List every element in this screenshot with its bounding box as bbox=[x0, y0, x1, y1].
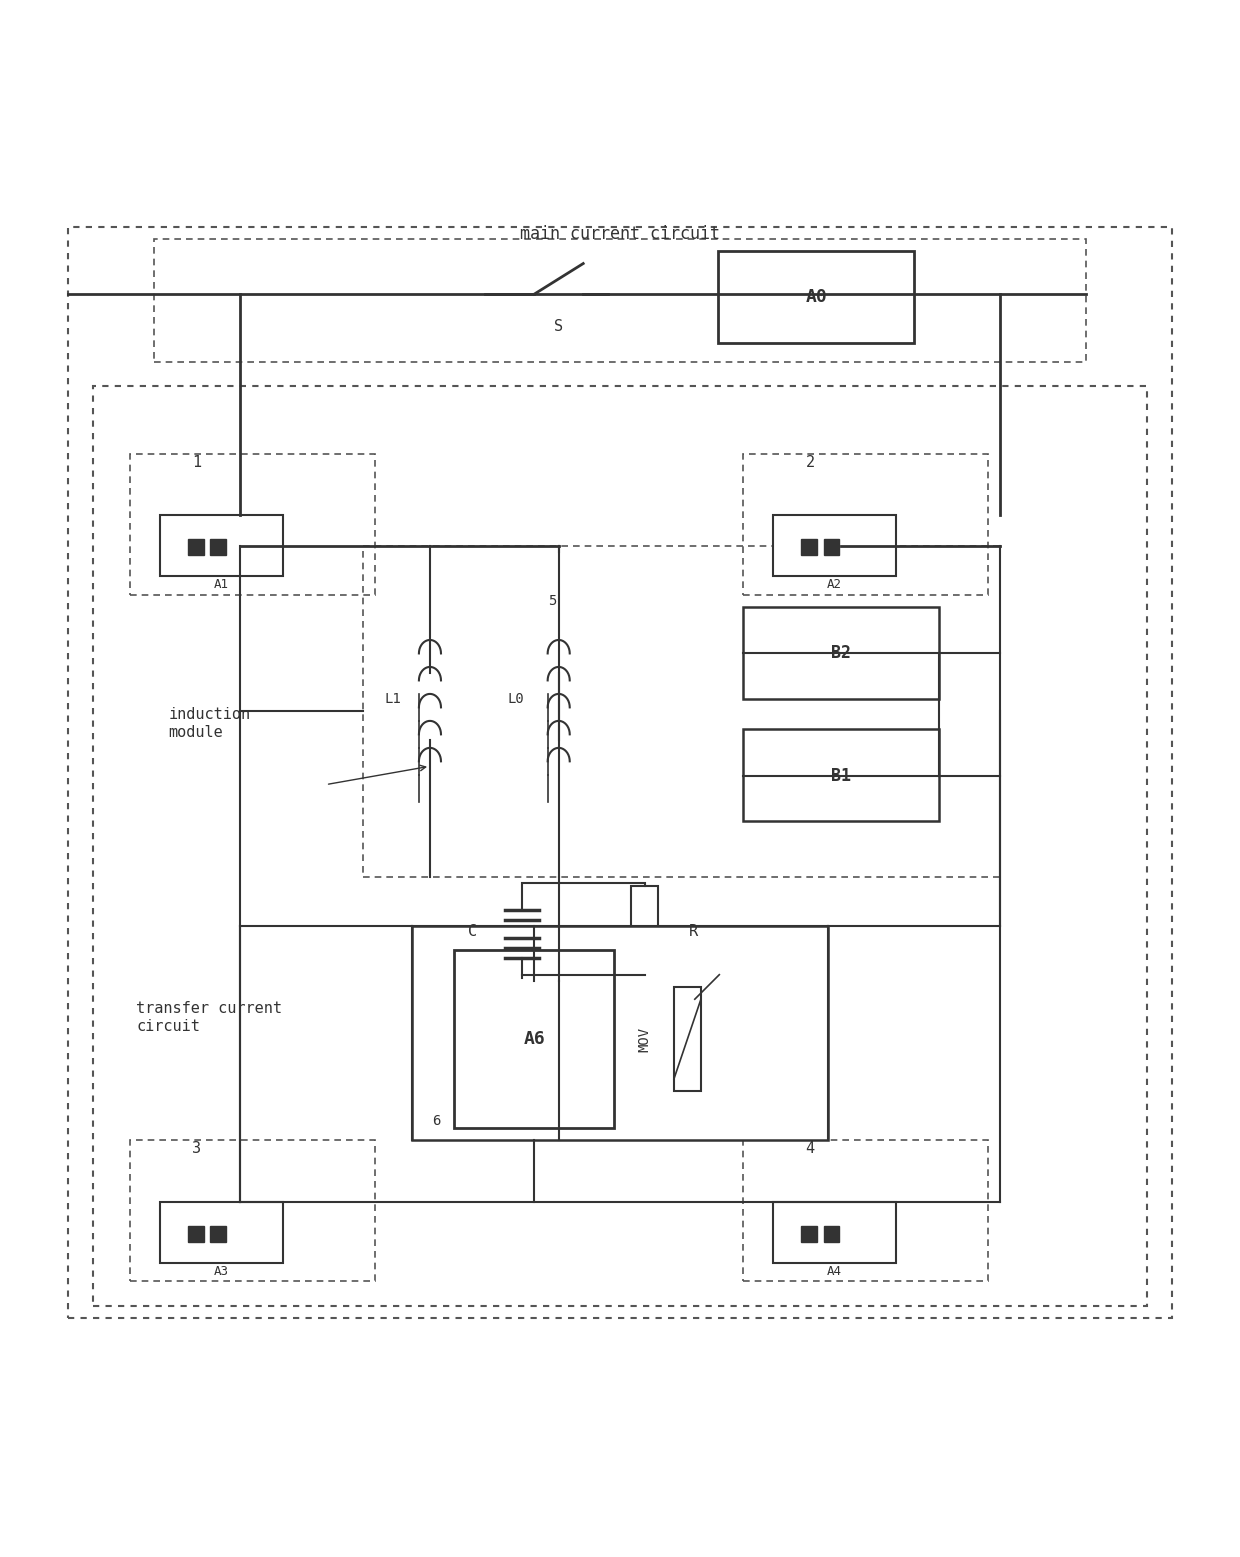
Bar bbox=[188, 1225, 205, 1242]
Text: 4: 4 bbox=[806, 1141, 815, 1157]
Text: main current circuit: main current circuit bbox=[520, 226, 720, 243]
Text: B1: B1 bbox=[831, 768, 851, 785]
FancyBboxPatch shape bbox=[743, 730, 939, 822]
FancyBboxPatch shape bbox=[743, 607, 939, 699]
Bar bbox=[823, 539, 839, 556]
Bar bbox=[801, 539, 817, 556]
FancyBboxPatch shape bbox=[718, 251, 914, 343]
Text: A6: A6 bbox=[523, 1031, 546, 1048]
Text: R: R bbox=[689, 925, 698, 939]
FancyBboxPatch shape bbox=[455, 950, 614, 1127]
Text: transfer current
circuit: transfer current circuit bbox=[136, 1001, 283, 1034]
FancyBboxPatch shape bbox=[412, 925, 828, 1140]
Text: B2: B2 bbox=[831, 645, 851, 662]
Text: A3: A3 bbox=[215, 1264, 229, 1278]
Text: A4: A4 bbox=[827, 1264, 842, 1278]
FancyBboxPatch shape bbox=[675, 987, 701, 1091]
FancyBboxPatch shape bbox=[774, 515, 895, 576]
FancyBboxPatch shape bbox=[160, 1202, 283, 1263]
Text: 3: 3 bbox=[192, 1141, 202, 1157]
FancyBboxPatch shape bbox=[160, 515, 283, 576]
FancyBboxPatch shape bbox=[631, 886, 658, 978]
Text: 1: 1 bbox=[192, 455, 202, 470]
Text: L0: L0 bbox=[507, 691, 525, 705]
Text: induction
module: induction module bbox=[169, 707, 250, 740]
Text: 6: 6 bbox=[432, 1113, 440, 1127]
FancyBboxPatch shape bbox=[774, 1202, 895, 1263]
Bar bbox=[211, 1225, 227, 1242]
Text: A0: A0 bbox=[805, 288, 827, 307]
Text: A1: A1 bbox=[215, 578, 229, 592]
Text: 2: 2 bbox=[806, 455, 815, 470]
Text: C: C bbox=[469, 925, 477, 939]
Text: A2: A2 bbox=[827, 578, 842, 592]
Bar bbox=[801, 1225, 817, 1242]
Bar bbox=[188, 539, 205, 556]
Text: MOV: MOV bbox=[637, 1026, 651, 1051]
Bar bbox=[823, 1225, 839, 1242]
Text: L1: L1 bbox=[384, 691, 402, 705]
Text: 5: 5 bbox=[548, 593, 557, 607]
Bar bbox=[211, 539, 227, 556]
Text: S: S bbox=[554, 319, 563, 333]
